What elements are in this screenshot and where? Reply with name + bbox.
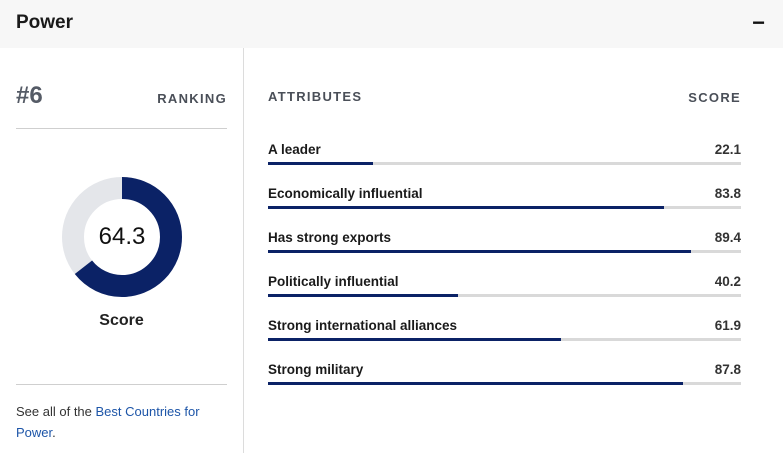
see-all-text: See all of the Best Countries for Power. [16, 401, 227, 443]
attribute-name: Strong military [268, 362, 364, 377]
column-divider [243, 48, 244, 453]
see-all-prefix: See all of the [16, 404, 96, 419]
score-header: SCORE [688, 90, 741, 105]
attribute-score: 40.2 [714, 274, 741, 289]
donut-fill [62, 177, 182, 297]
section-title: Power [16, 12, 74, 33]
section-header: Power − [0, 0, 783, 48]
attribute-name: Economically influential [268, 186, 423, 201]
attribute-score: 22.1 [714, 142, 741, 157]
ranking-label: RANKING [157, 91, 227, 106]
ranking-panel: #6 RANKING 64.3 Score See all of the Bes… [16, 48, 227, 453]
attribute-bar-fill [268, 250, 691, 253]
attribute-row: Strong military 87.8 [268, 362, 741, 392]
attribute-name: A leader [268, 142, 321, 157]
attribute-row: Strong international alliances 61.9 [268, 318, 741, 348]
attributes-panel: ATTRIBUTES SCORE A leader 22.1 Economica… [268, 48, 741, 453]
attribute-row: A leader 22.1 [268, 142, 741, 172]
collapse-icon[interactable]: − [752, 10, 765, 35]
attribute-bar-track [268, 382, 741, 385]
score-value: 64.3 [98, 223, 146, 250]
attribute-bar-fill [268, 338, 561, 341]
attribute-name: Politically influential [268, 274, 399, 289]
attribute-score: 83.8 [714, 186, 741, 201]
ranking-divider [16, 128, 227, 129]
attribute-bar-fill [268, 162, 373, 165]
attribute-bar-fill [268, 294, 459, 297]
attribute-name: Has strong exports [268, 230, 392, 245]
attribute-bar-track [268, 338, 741, 341]
attribute-row: Economically influential 83.8 [268, 186, 741, 216]
attribute-bar-track [268, 162, 741, 165]
attribute-bar-fill [268, 206, 665, 209]
attribute-bar-fill [268, 382, 684, 385]
attribute-row: Politically influential 40.2 [268, 274, 741, 304]
see-all-suffix: . [52, 425, 56, 440]
best-countries-link[interactable]: Best Countries for Power [16, 404, 200, 440]
score-label: Score [99, 312, 144, 329]
ranking-value: #6 [16, 82, 43, 109]
attribute-row: Has strong exports 89.4 [268, 230, 741, 260]
attribute-score: 87.8 [714, 362, 741, 377]
attribute-bar-track [268, 206, 741, 209]
attribute-bar-track [268, 294, 741, 297]
attribute-bar-track [268, 250, 741, 253]
attributes-header: ATTRIBUTES [268, 89, 363, 104]
see-all-divider [16, 384, 227, 385]
score-donut [62, 177, 182, 297]
attribute-name: Strong international alliances [268, 318, 458, 333]
attribute-score: 61.9 [714, 318, 741, 333]
attribute-score: 89.4 [714, 230, 741, 245]
